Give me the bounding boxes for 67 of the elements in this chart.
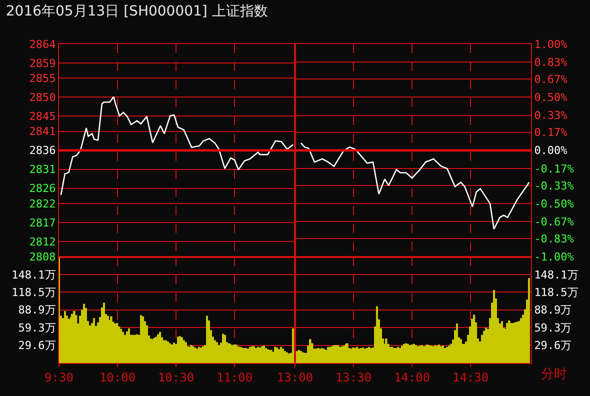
y-tick-label: 2826 [29, 182, 56, 196]
y-tick-label: 2855 [29, 72, 56, 86]
bar [460, 339, 462, 363]
y-tick-label: 2845 [29, 110, 56, 124]
bar [385, 338, 388, 363]
line-series [300, 142, 530, 230]
y2-tick-label: -0.33% [534, 179, 574, 192]
y2-tick-label: 148.1万 [534, 268, 578, 282]
y2-tick-label: 0.50% [534, 91, 568, 104]
text: 分时 [541, 367, 567, 382]
bar [456, 324, 458, 363]
bar [140, 315, 142, 363]
y2-tick-label: -1.00% [534, 250, 574, 264]
y2-tick-label: 0.33% [534, 109, 568, 122]
bar [146, 325, 148, 363]
y-tick-label: 2859 [29, 56, 56, 70]
y-tick-label: 2836 [29, 144, 56, 158]
x-tick-label: 10:00 [99, 370, 136, 384]
y2-tick-label: 29.6万 [534, 339, 572, 352]
x-tick-label: 13:30 [335, 370, 372, 384]
bar [222, 334, 224, 363]
y-tick-label: 29.6万 [18, 339, 56, 352]
y-tick-label: 2817 [29, 216, 56, 230]
bar [177, 336, 179, 363]
bar [528, 278, 530, 363]
y2-tick-label: -0.17% [534, 162, 574, 176]
bar [376, 306, 378, 363]
y2-tick-label: 0.00% [534, 144, 568, 158]
bar [83, 304, 86, 363]
y2-tick-label: 0.67% [534, 72, 568, 86]
y-tick-label: 2808 [29, 250, 56, 264]
bar [185, 342, 187, 363]
bar [224, 334, 226, 363]
y-tick-label: 2841 [29, 125, 56, 138]
bar [296, 351, 298, 363]
y-tick-label: 2831 [29, 163, 56, 176]
chart-title: 2016年05月13日 [SH000001] 上证指数 [6, 4, 268, 20]
y-tick-label: 118.5万 [12, 286, 56, 300]
bar [206, 316, 208, 363]
y2-tick-label: -0.67% [534, 216, 574, 229]
y-tick-label: 88.9万 [18, 304, 56, 317]
x-tick-label: 10:30 [158, 370, 194, 384]
y-tick-label: 2812 [29, 235, 56, 248]
y2-tick-label: 88.9万 [534, 304, 572, 317]
bar [309, 339, 312, 363]
y2-tick-label: -0.50% [534, 197, 574, 210]
y-tick-label: 59.3万 [18, 321, 56, 334]
y-tick-label: 148.1万 [12, 268, 56, 282]
y2-tick-label: 0.83% [534, 56, 568, 69]
x-tick-label: 14:00 [394, 370, 430, 384]
x-tick-label: 14:30 [452, 370, 489, 384]
y-tick-label: 2864 [29, 38, 56, 51]
y-tick-label: 2822 [29, 197, 56, 210]
bar [85, 308, 87, 363]
bar [473, 314, 476, 363]
y2-tick-label: 0.17% [534, 126, 568, 140]
y2-tick-label: -0.83% [534, 232, 574, 246]
x-tick-label: 11:00 [216, 370, 253, 384]
y-tick-label: 2850 [29, 91, 56, 104]
bar [481, 334, 483, 363]
x-tick-label: 9:30 [44, 370, 74, 384]
y2-tick-label: 118.5万 [534, 286, 578, 300]
bar [159, 332, 162, 363]
bar [292, 328, 294, 363]
y2-tick-label: 59.3万 [534, 321, 572, 334]
y2-tick-label: 1.00% [534, 38, 568, 51]
x-tick-label: 13:00 [276, 370, 314, 384]
